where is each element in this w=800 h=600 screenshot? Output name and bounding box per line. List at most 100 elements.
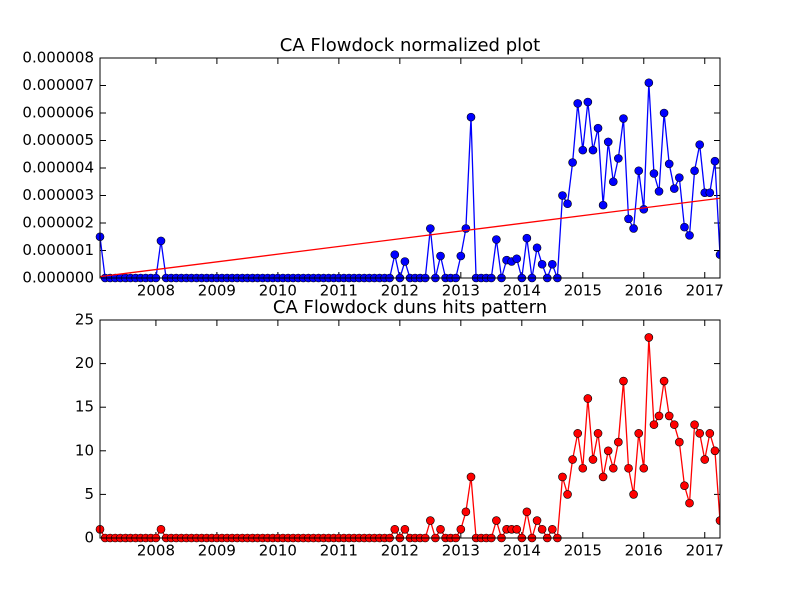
plot-frame [99, 319, 721, 539]
x-tick-label: 2013 [442, 542, 480, 560]
marker [619, 114, 628, 123]
marker [644, 333, 654, 342]
x-tick-label: 2008 [137, 542, 175, 560]
marker [629, 490, 638, 499]
marker [685, 231, 694, 240]
marker [390, 250, 400, 259]
marker [690, 420, 699, 429]
marker [512, 254, 522, 264]
marker [156, 524, 166, 534]
marker [603, 137, 613, 147]
x-tick-label: 2015 [564, 282, 602, 300]
marker [426, 516, 435, 525]
marker [548, 524, 557, 534]
chart-title: CA Flowdock duns hits pattern [273, 297, 547, 318]
y-tick-label: 0.000005 [22, 131, 94, 149]
marker [426, 224, 435, 233]
marker [669, 420, 679, 429]
marker [563, 490, 572, 499]
marker [700, 455, 710, 464]
marker [492, 235, 501, 244]
marker [492, 516, 501, 525]
marker [705, 188, 715, 198]
marker [588, 455, 598, 464]
marker [614, 154, 623, 163]
marker [522, 507, 532, 517]
marker [624, 463, 633, 473]
marker [563, 199, 572, 209]
marker [690, 166, 699, 176]
marker [634, 166, 644, 176]
marker [639, 463, 649, 473]
y-tick-label: 0.000004 [22, 159, 94, 177]
marker [436, 524, 445, 534]
marker [598, 200, 608, 210]
marker [558, 191, 567, 200]
x-tick-label: 2017 [686, 282, 724, 300]
marker [629, 224, 638, 233]
marker [436, 251, 445, 261]
marker [390, 524, 400, 534]
y-tick-label: 0.000007 [22, 76, 94, 94]
marker [573, 429, 583, 438]
marker [456, 524, 466, 534]
x-tick-label: 2009 [198, 282, 236, 300]
y-tick-label: 5 [84, 485, 94, 503]
y-tick-label: 10 [75, 441, 94, 459]
marker [654, 187, 664, 196]
marker [705, 429, 715, 438]
chart-title: CA Flowdock normalized plot [280, 35, 540, 56]
marker [568, 455, 577, 464]
marker [639, 204, 649, 214]
marker [456, 251, 466, 261]
marker [644, 78, 654, 88]
series-line [99, 337, 720, 541]
x-tick-label: 2017 [686, 542, 724, 560]
y-tick-label: 20 [75, 354, 94, 372]
marker [649, 169, 659, 178]
marker [156, 236, 166, 246]
marker [537, 524, 547, 534]
x-tick-label: 2009 [198, 542, 236, 560]
x-tick-label: 2013 [442, 282, 480, 300]
marker [664, 411, 674, 421]
marker [675, 437, 684, 447]
y-tick-label: 15 [75, 398, 94, 416]
y-tick-label: 0.000008 [22, 49, 94, 67]
marker [578, 145, 588, 155]
y-tick-label: 0 [84, 529, 94, 547]
marker [659, 108, 669, 118]
x-tick-label: 2008 [137, 282, 175, 300]
marker [619, 376, 628, 386]
marker [649, 420, 659, 429]
y-tick-label: 0.000006 [22, 104, 94, 122]
marker [588, 145, 598, 155]
marker [400, 257, 410, 266]
marker [608, 177, 618, 187]
marker [710, 156, 720, 166]
marker [710, 446, 720, 456]
marker [558, 472, 567, 482]
marker [466, 472, 476, 482]
marker [598, 472, 608, 482]
x-tick-label: 2016 [625, 282, 663, 300]
marker [593, 123, 603, 133]
marker [532, 516, 542, 525]
x-tick-label: 2014 [503, 282, 541, 300]
marker [608, 463, 618, 473]
marker [532, 243, 542, 253]
marker [522, 233, 532, 243]
marker [573, 99, 583, 108]
x-tick-label: 2010 [259, 542, 297, 560]
marker [685, 498, 694, 508]
marker [568, 158, 577, 167]
marker [614, 437, 623, 447]
marker [461, 507, 471, 517]
x-tick-label: 2010 [259, 282, 297, 300]
marker [664, 159, 674, 169]
marker [466, 112, 476, 122]
marker [715, 250, 720, 259]
series-line [99, 82, 720, 281]
